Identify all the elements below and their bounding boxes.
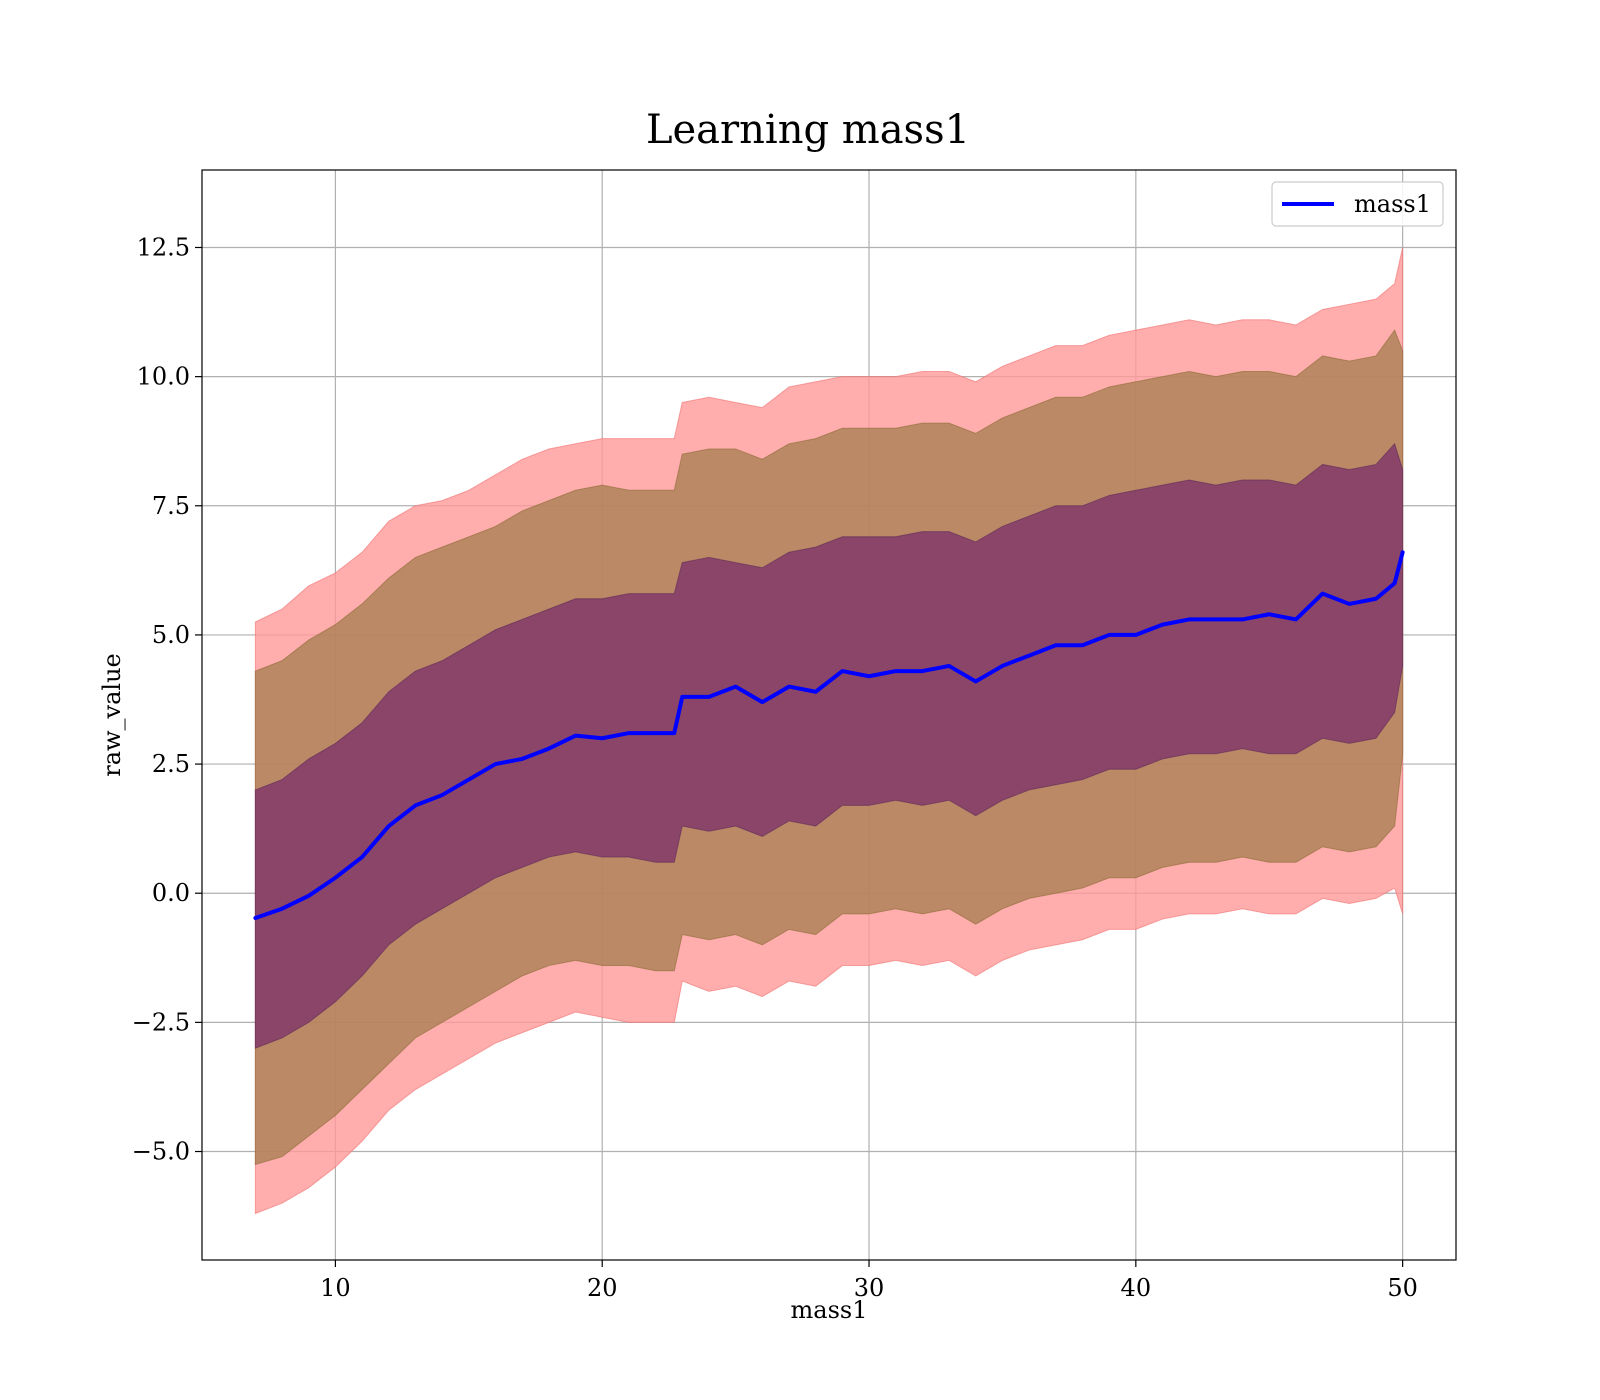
plot-frame — [201, 169, 1457, 1261]
y-tick-label: 7.5 — [152, 492, 190, 520]
x-axis-label: mass1 — [791, 1296, 868, 1324]
series-lines — [253, 550, 1405, 921]
x-tick-label: 40 — [1121, 1274, 1152, 1302]
x-tick-label: 20 — [587, 1274, 618, 1302]
y-tick-label: −5.0 — [132, 1138, 190, 1166]
series-line-mass1 — [253, 550, 1405, 921]
y-tick-label: 2.5 — [152, 750, 190, 778]
y-tick-label: −2.5 — [132, 1008, 190, 1036]
x-tick-label: 10 — [320, 1274, 351, 1302]
confidence-bands — [254, 247, 1404, 1215]
y-axis-label: raw_value — [98, 653, 126, 777]
band-inner — [254, 442, 1404, 1049]
legend: mass1 — [1271, 181, 1444, 227]
y-tick-label: 12.5 — [137, 233, 190, 261]
legend-box — [1271, 181, 1444, 227]
x-tick-label: 50 — [1387, 1274, 1418, 1302]
chart-title: Learning mass1 — [646, 107, 970, 153]
y-tick-label: 10.0 — [137, 363, 190, 391]
axis-ticks: 10 20 30 40 50 −5.0 −2.5 0.0 2.5 5.0 7.5 10.0 12.5 — [132, 233, 1418, 1302]
y-tick-label: 5.0 — [152, 621, 190, 649]
x-tick-label: 30 — [854, 1274, 885, 1302]
y-tick-label: 0.0 — [152, 879, 190, 907]
legend-label-mass1: mass1 — [1354, 190, 1431, 218]
